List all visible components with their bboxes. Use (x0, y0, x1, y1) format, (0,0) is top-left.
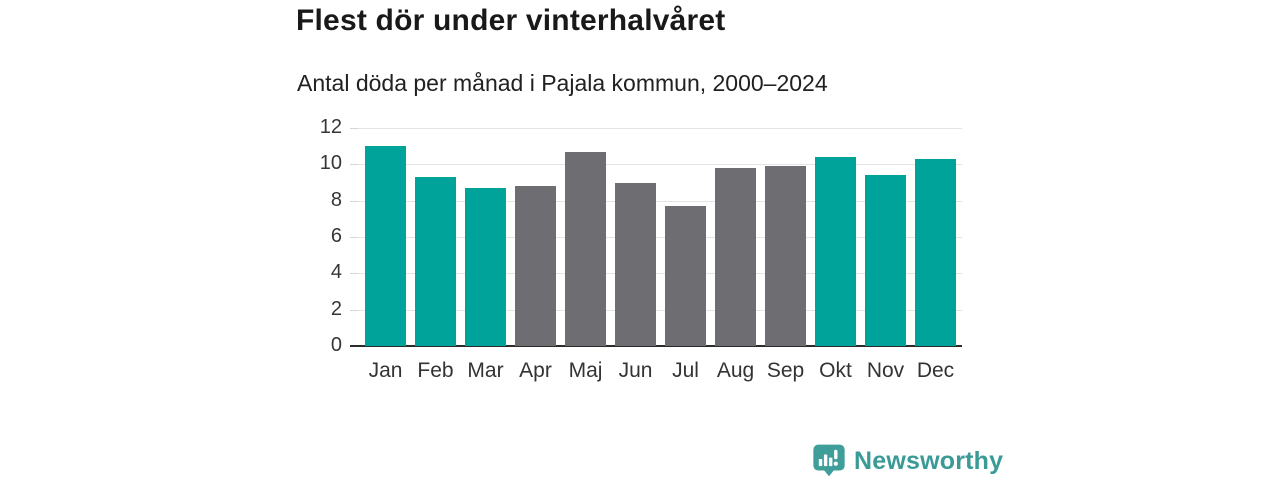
chart-title: Flest dör under vinterhalvåret (296, 4, 726, 37)
gridline-y-4 (358, 273, 962, 275)
y-axis-tick-12 (350, 128, 358, 129)
bar-chart-plot-area: 0 2 4 6 8 10 12 Jan Feb Mar Apr Maj Jun Jul Aug Sep Okt N… (320, 116, 962, 382)
gridline-y-2 (358, 309, 962, 311)
y-axis-label-8: 8 (330, 188, 342, 211)
bar-jun (615, 182, 656, 346)
y-axis-label-2: 2 (330, 297, 342, 320)
bar-feb (415, 177, 456, 346)
bar-nov (865, 175, 906, 346)
gridline-y-6 (358, 237, 962, 238)
newsworthy-logo-text: Newsworthy (854, 446, 1004, 475)
bar-dec (915, 158, 956, 346)
y-axis-tick-2 (350, 309, 358, 311)
x-axis-label-aug: Aug (716, 359, 755, 382)
y-axis-label-4: 4 (330, 261, 342, 284)
x-axis-label-apr: Apr (519, 359, 552, 382)
x-axis-label-feb: Feb (417, 359, 454, 382)
x-axis-label-nov: Nov (866, 359, 905, 382)
chart-subtitle: Antal döda per månad i Pajala kommun, 20… (297, 70, 828, 96)
bar-aug (715, 167, 756, 346)
bar-jan (365, 146, 406, 346)
newsworthy-logo: Newsworthy (812, 444, 1003, 478)
y-axis-tick-8 (350, 200, 358, 202)
bar-apr (515, 186, 556, 346)
y-axis-tick-4 (350, 273, 358, 275)
y-axis-label-6: 6 (330, 225, 342, 248)
y-axis-tick-10 (350, 164, 358, 166)
x-axis-label-jul: Jul (672, 359, 699, 382)
y-axis-label-10: 10 (319, 152, 342, 175)
gridline-y-12 (358, 128, 962, 129)
bar-sep (765, 166, 806, 346)
x-axis-label-jun: Jun (618, 359, 653, 382)
x-axis-label-jan: Jan (368, 359, 403, 382)
gridline-y-10 (358, 164, 962, 166)
y-axis-label-0: 0 (330, 334, 342, 357)
gridline-y-8 (358, 200, 962, 202)
x-axis-line (350, 345, 962, 347)
bar-jul (665, 206, 706, 346)
y-axis-label-12: 12 (319, 116, 342, 139)
x-axis-label-mar: Mar (467, 359, 504, 382)
bar-maj (565, 151, 606, 346)
y-axis-tick-6 (350, 237, 358, 238)
x-axis-label-maj: Maj (568, 359, 603, 382)
bar-mar (465, 187, 506, 346)
bar-okt (815, 157, 856, 346)
x-axis-label-sep: Sep (766, 359, 805, 382)
bar-chart-speech-bubble-icon (813, 444, 845, 477)
x-axis-label-okt: Okt (819, 359, 852, 382)
x-axis-label-dec: Dec (916, 359, 955, 382)
